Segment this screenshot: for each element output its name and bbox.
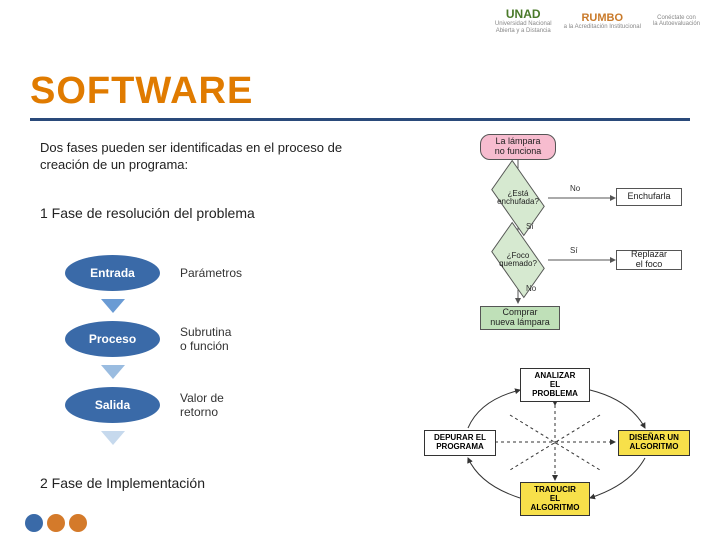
stage-row: Proceso Subrutina o función: [65, 321, 325, 357]
flow-buy-text: Comprar nueva lámpara: [490, 308, 550, 328]
chevron-down-icon: [101, 299, 125, 313]
logo-rumbo-title: RUMBO: [564, 12, 641, 24]
cycle-disenar: DISEÑAR UN ALGORITMO: [618, 430, 690, 456]
cycle-bottom-text: TRADUCIR EL ALGORITMO: [531, 485, 580, 512]
cycle-left-text: DEPURAR EL PROGRAMA: [434, 433, 486, 451]
flow-action-enchufarla: Enchufarla: [616, 188, 682, 206]
logo-conectate: Conéctate con la Autoevaluación: [653, 15, 700, 28]
title-rule: [30, 118, 690, 121]
stage-row: Entrada Parámetros: [65, 255, 325, 291]
flow-d2-text: ¿Foco quemado?: [490, 242, 546, 278]
stages-diagram: Entrada Parámetros Proceso Subrutina o f…: [65, 255, 325, 453]
flow-d1-text: ¿Está enchufada?: [490, 180, 546, 216]
globe-icon: [25, 514, 43, 532]
cycle-diagram: ANALIZAR EL PROBLEMA DISEÑAR UN ALGORITM…: [420, 350, 700, 520]
cycle-top-text: ANALIZAR EL PROBLEMA: [532, 371, 578, 398]
flow-act1-text: Enchufarla: [627, 192, 670, 202]
cycle-depurar: DEPURAR EL PROGRAMA: [424, 430, 496, 456]
logo-unad-title: UNAD: [495, 8, 552, 21]
logo-rumbo: RUMBO a la Acreditación Institucional: [564, 12, 641, 31]
intro-text: Dos fases pueden ser identificadas en el…: [40, 140, 360, 174]
flow-edge-label: No: [526, 284, 536, 293]
stage-label: Entrada: [90, 266, 135, 280]
flow-arrows: [420, 128, 710, 358]
flow-act2-text: Replazar el foco: [631, 250, 667, 270]
flow-edge-label: Sí: [570, 246, 578, 255]
flow-edge-label: Sí: [526, 222, 534, 231]
cycle-right-text: DISEÑAR UN ALGORITMO: [629, 433, 679, 451]
stage-row: Salida Valor de retorno: [65, 387, 325, 423]
stage-text: Valor de retorno: [180, 391, 224, 420]
stage-label: Proceso: [89, 332, 136, 346]
badge-icon: [47, 514, 65, 532]
header-logos: UNAD Universidad Nacional Abierta y a Di…: [495, 8, 700, 34]
flow-edge-label: No: [570, 184, 580, 193]
phase1-label: 1 Fase de resolución del problema: [40, 205, 255, 221]
flow-decision-foco: ¿Foco quemado?: [490, 242, 546, 278]
flow-decision-enchufada: ¿Está enchufada?: [490, 180, 546, 216]
phase2-label: 2 Fase de Implementación: [40, 475, 205, 491]
stage-entrada: Entrada: [65, 255, 160, 291]
cycle-traducir: TRADUCIR EL ALGORITMO: [520, 482, 590, 516]
badge-icon: [69, 514, 87, 532]
flow-start-text: La lámpara no funciona: [495, 137, 542, 157]
page-title: SOFTWARE: [30, 70, 253, 113]
logo-conectate-text: Conéctate con la Autoevaluación: [653, 15, 700, 28]
logo-unad-sub: Universidad Nacional Abierta y a Distanc…: [495, 21, 552, 34]
flow-action-comprar: Comprar nueva lámpara: [480, 306, 560, 330]
stage-salida: Salida: [65, 387, 160, 423]
stage-label: Salida: [95, 398, 130, 412]
flow-action-replazar: Replazar el foco: [616, 250, 682, 270]
stage-text: Subrutina o función: [180, 325, 231, 354]
logo-rumbo-sub: a la Acreditación Institucional: [564, 24, 641, 31]
chevron-down-icon: [101, 431, 125, 445]
cycle-analizar: ANALIZAR EL PROBLEMA: [520, 368, 590, 402]
logo-unad: UNAD Universidad Nacional Abierta y a Di…: [495, 8, 552, 34]
stage-text: Parámetros: [180, 266, 242, 280]
flow-start: La lámpara no funciona: [480, 134, 556, 160]
chevron-down-icon: [101, 365, 125, 379]
footer-icons: [25, 514, 87, 532]
stage-proceso: Proceso: [65, 321, 160, 357]
